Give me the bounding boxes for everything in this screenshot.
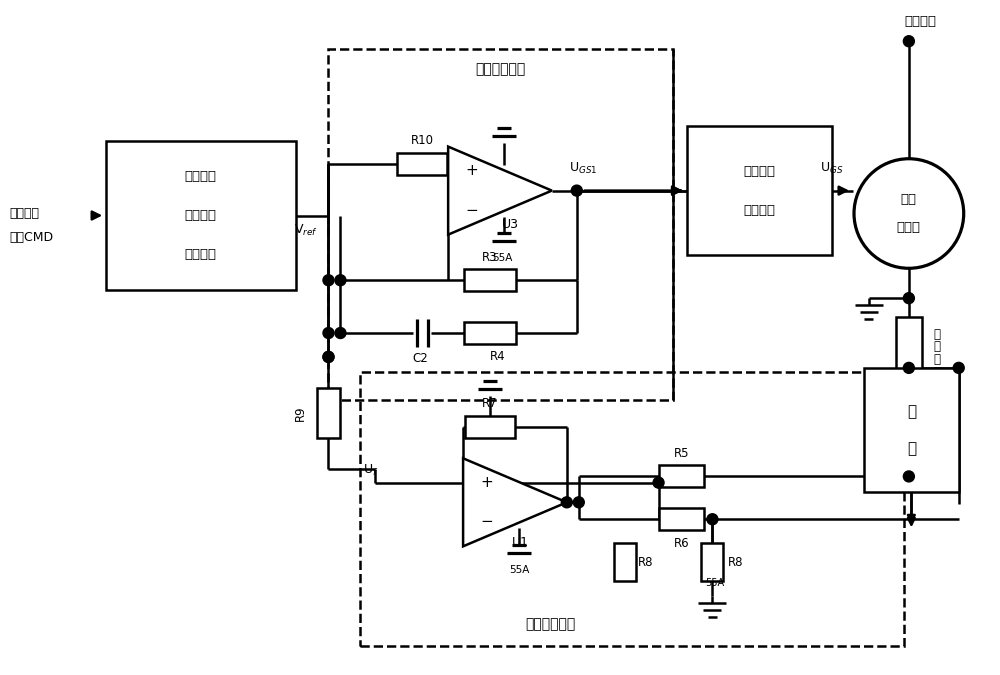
Text: 电: 电 [933,354,940,367]
Circle shape [573,497,584,508]
Text: 55A: 55A [509,565,529,575]
Text: R8: R8 [638,556,653,568]
Text: 基准信号: 基准信号 [185,209,217,222]
Text: −: − [480,514,493,529]
Circle shape [323,327,334,338]
Circle shape [561,497,572,508]
Text: 负: 负 [907,404,916,419]
Text: R10: R10 [411,134,434,147]
Text: 开关管: 开关管 [897,221,921,234]
Bar [896,317,922,387]
Text: 产生电路: 产生电路 [185,248,217,261]
Text: R9: R9 [294,406,307,421]
Bar [106,141,296,290]
Text: 驱动功率: 驱动功率 [744,165,776,178]
Text: U$_f$: U$_f$ [363,463,378,479]
Text: 阻: 阻 [933,367,940,379]
Circle shape [335,275,346,286]
Text: 温: 温 [933,340,940,354]
Text: R3: R3 [482,251,498,264]
Circle shape [323,275,334,286]
Bar [687,126,832,255]
Text: 斜坡电压: 斜坡电压 [185,170,217,183]
Bar [465,416,515,437]
Bar [701,543,723,581]
Circle shape [323,352,334,362]
Text: 感: 感 [933,327,940,340]
Text: R4: R4 [490,350,506,363]
Text: U1: U1 [512,536,529,549]
Circle shape [903,36,914,47]
Bar [328,49,673,400]
Text: V$_{ref}$: V$_{ref}$ [294,223,317,238]
Text: 放大电路: 放大电路 [744,204,776,217]
Text: 电压反馈电路: 电压反馈电路 [525,617,576,631]
Circle shape [903,362,914,373]
Circle shape [707,514,718,524]
Bar [864,368,959,492]
Text: 信号CMD: 信号CMD [9,231,53,244]
Text: 55A: 55A [705,578,724,588]
Circle shape [903,293,914,304]
Polygon shape [448,146,552,235]
Text: U$_{GS}$: U$_{GS}$ [820,161,844,176]
Circle shape [571,185,582,196]
Text: 功率输出: 功率输出 [921,402,953,415]
Circle shape [653,477,664,488]
Text: R7: R7 [482,397,498,410]
Polygon shape [463,458,567,546]
Circle shape [903,471,914,482]
Text: 开关控制: 开关控制 [9,207,39,220]
Text: 功率输入: 功率输入 [905,15,937,28]
Text: +: + [480,475,493,490]
Text: 功率: 功率 [901,193,917,206]
Circle shape [953,362,964,373]
Text: U$_{GS1}$: U$_{GS1}$ [569,161,597,176]
Bar [464,269,516,291]
Text: R5: R5 [674,447,689,460]
Bar [360,372,904,646]
Circle shape [335,327,346,338]
Text: U3: U3 [502,218,519,231]
Bar [659,466,704,487]
Text: +: + [465,163,478,178]
Text: R6: R6 [674,537,689,549]
Text: 误差调节电路: 误差调节电路 [475,62,526,76]
Bar [317,388,340,438]
Text: R8: R8 [728,556,743,568]
Text: 55A: 55A [492,253,512,263]
Bar [659,508,704,530]
Text: 载: 载 [907,441,916,456]
Bar [464,322,516,344]
Bar [614,543,636,581]
Text: −: − [465,202,478,218]
Text: C2: C2 [412,352,428,365]
Bar [397,153,447,175]
Circle shape [854,159,964,268]
Circle shape [323,352,334,362]
